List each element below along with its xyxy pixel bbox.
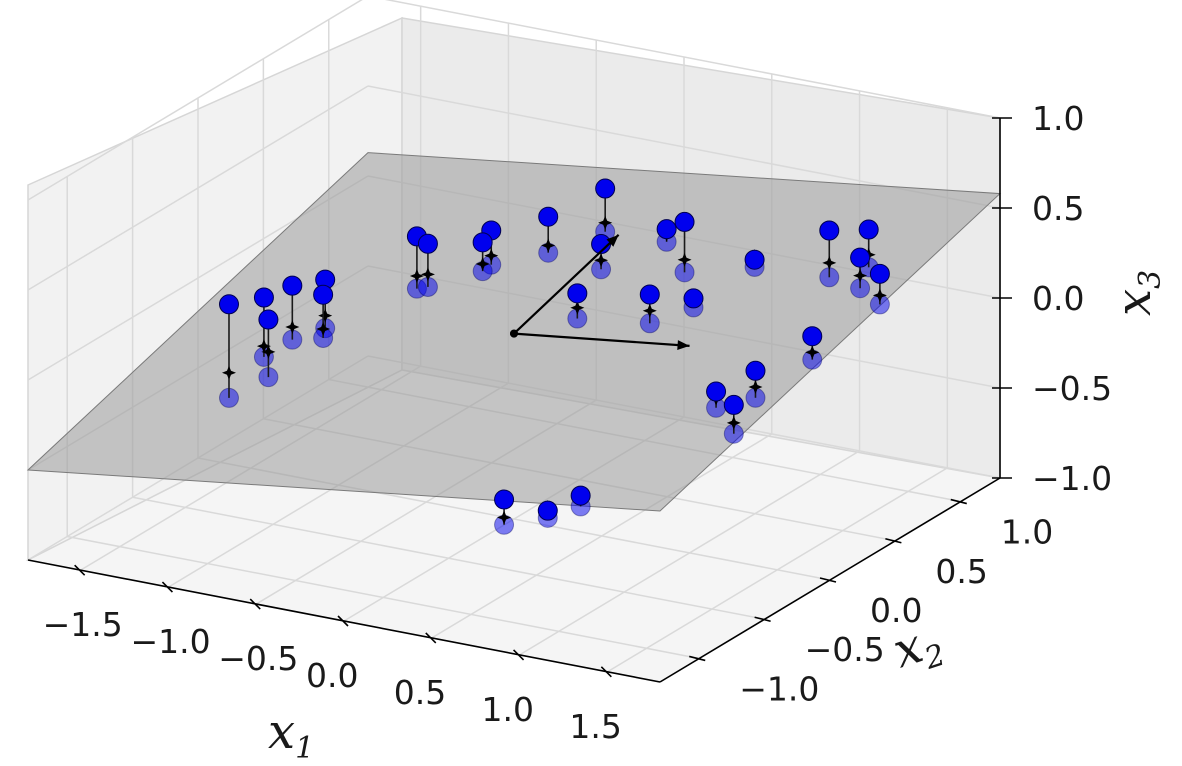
point-above-plane: [472, 232, 493, 253]
grid-line-x2: [67, 535, 700, 660]
grid-line-x2: [132, 496, 765, 620]
projected-point-marker: [221, 365, 236, 380]
projected-point-marker: [420, 267, 435, 282]
x1-tick-label: 1.0: [482, 690, 534, 729]
point-above-plane: [591, 234, 612, 255]
projected-point-marker: [261, 344, 276, 359]
data-points: [218, 178, 890, 535]
point-above-plane: [282, 275, 303, 296]
projected-point-marker: [570, 300, 585, 315]
point-above-plane: [258, 309, 279, 330]
x3-axis-label: x3: [1106, 270, 1168, 316]
projected-point-marker: [805, 345, 820, 360]
projected-point-marker: [285, 320, 300, 335]
point-above-plane: [570, 485, 591, 506]
point-above-plane: [538, 206, 559, 227]
point-above-plane: [723, 394, 744, 415]
x1-tick-label: −0.5: [218, 639, 298, 678]
point-above-plane: [639, 284, 660, 305]
tick-labels: −1.5 −1.0 −0.5 0.0 0.5 1.0 1.5−1.0−0.50.00.51.…: [43, 99, 1112, 746]
principal-component-arrows: [510, 234, 690, 351]
x2-tick: [819, 577, 837, 583]
projected-point-marker: [677, 252, 692, 267]
grid-line-x3: [384, 0, 1001, 119]
x1-tick-label: −1.0: [130, 622, 210, 661]
pc-origin: [510, 329, 518, 338]
grid-line-x3: [27, 85, 369, 291]
projected-point-marker: [484, 248, 499, 263]
point-above-plane: [683, 288, 704, 309]
x3-tick-label: 1.0: [1032, 99, 1084, 138]
x3-tick-label: −0.5: [1032, 369, 1112, 408]
point-above-plane: [417, 233, 438, 254]
point-above-plane: [218, 294, 239, 315]
point-above-plane: [537, 500, 558, 521]
x3-tick-label: 0.0: [1032, 279, 1084, 318]
x2-tick: [885, 537, 902, 544]
point-above-plane: [745, 360, 766, 381]
point-above-plane: [869, 263, 890, 284]
point-above-plane: [706, 381, 727, 402]
x1-axis-label: x1: [268, 704, 314, 766]
pc-arrow-head: [677, 340, 690, 351]
point-above-plane: [744, 249, 765, 270]
point-above-plane: [595, 178, 616, 199]
axis-lines-and-ticks: [27, 117, 1012, 683]
projected-point-marker: [872, 288, 887, 303]
x2-tick-label: −0.5: [805, 630, 885, 669]
point-above-plane: [656, 219, 677, 240]
point-above-plane: [494, 489, 515, 510]
projected-point-marker: [318, 308, 333, 323]
x1-tick: [600, 666, 612, 678]
point-above-plane: [567, 283, 588, 304]
point-above-plane: [802, 326, 823, 347]
projected-point-marker: [598, 215, 613, 230]
point-above-plane: [850, 247, 871, 268]
x1-tick: [74, 564, 86, 576]
point-above-plane: [313, 284, 334, 305]
x2-tick-label: −1.0: [739, 669, 819, 708]
x2-tick-label: 1.0: [1001, 513, 1053, 552]
x1-tick-label: 1.5: [569, 707, 621, 746]
projected-point-marker: [748, 379, 763, 394]
x3-tick-label: −1.0: [1032, 459, 1112, 498]
projected-point-marker: [594, 253, 609, 268]
x1-tick-label: 0.5: [394, 673, 446, 712]
projected-point-marker: [642, 303, 657, 318]
projected-point-marker: [541, 238, 556, 253]
x1-tick-label: 0.0: [306, 656, 358, 695]
projected-point-marker: [822, 255, 837, 270]
x2-tick: [754, 616, 771, 623]
x2-tick: [950, 498, 967, 505]
grid-line-x3: [27, 0, 363, 201]
projected-point-marker: [256, 339, 271, 354]
projected-point-marker: [726, 415, 741, 430]
pc-arrow-line: [513, 234, 620, 335]
x1-tick: [425, 632, 437, 644]
point-above-plane: [858, 219, 879, 240]
pc-arrow-head: [606, 234, 619, 247]
x2-tick: [689, 655, 706, 662]
x3-tick-label: 0.5: [1032, 189, 1084, 228]
x2-tick-label: 0.5: [935, 552, 987, 591]
x1-tick: [161, 581, 174, 593]
pc-arrow-line: [513, 332, 690, 347]
projected-point-marker: [475, 256, 490, 271]
projected-point-marker: [853, 268, 868, 283]
point-above-plane: [674, 211, 695, 232]
x2-tick-label: 0.0: [870, 591, 922, 630]
point-above-plane: [253, 287, 274, 308]
point-above-plane: [819, 220, 840, 241]
projected-point-marker: [497, 510, 512, 525]
x1-tick: [512, 649, 525, 661]
projected-point-marker: [316, 321, 331, 336]
x1-tick: [249, 598, 261, 610]
x1-tick: [337, 615, 349, 627]
x1-tick-label: −1.5: [43, 605, 123, 644]
projected-point-marker: [409, 269, 424, 284]
